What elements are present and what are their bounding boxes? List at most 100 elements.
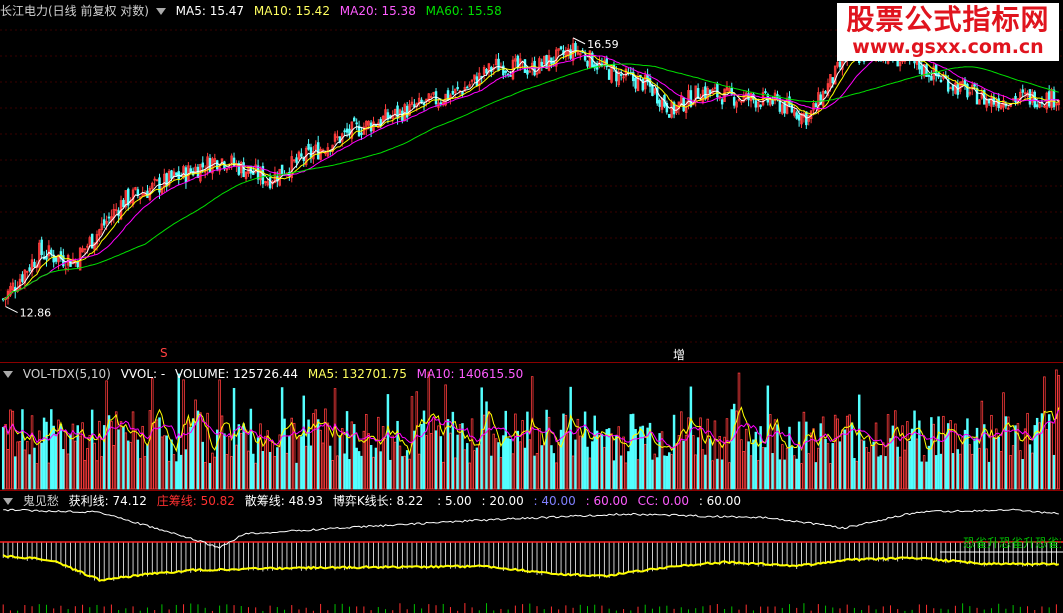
volume-bar	[983, 424, 986, 490]
volume-bar	[319, 429, 322, 490]
dropdown-triangle-icon[interactable]	[3, 371, 13, 378]
legend-ma20: MA20: 15.38	[339, 4, 416, 18]
ind-f6: : 20.00	[481, 494, 524, 508]
volume-bar	[30, 415, 34, 490]
candle-body	[333, 133, 337, 142]
volume-bar	[244, 429, 248, 490]
volume-bar	[425, 435, 428, 490]
volume-bar	[942, 415, 945, 490]
candle-body	[225, 168, 229, 171]
volume-bar	[16, 441, 19, 490]
candle-body	[720, 99, 724, 105]
volume-bar	[744, 428, 748, 490]
volume-bar	[752, 439, 755, 490]
volume-bar	[607, 428, 611, 490]
candle-body	[754, 100, 758, 108]
volume-bar	[740, 439, 743, 490]
volume-bar	[540, 445, 544, 490]
volume-bar	[564, 414, 568, 490]
volume-bar	[225, 454, 229, 490]
volume-bar	[408, 458, 411, 490]
volume-bar	[605, 429, 608, 490]
candle-body	[978, 99, 981, 105]
watermark-logo: 股票公式指标网 www.gsxx.com.cn	[837, 3, 1059, 61]
candle-body	[220, 158, 224, 164]
volume-bar	[932, 423, 936, 490]
price-chart[interactable]: 16.59 12.86	[0, 0, 1063, 363]
volume-bar	[102, 425, 106, 490]
volume-bar	[266, 430, 269, 490]
candle-body	[696, 88, 700, 100]
dropdown-triangle-icon[interactable]	[155, 8, 166, 15]
price-title: 长江电力(日线 前复权 对数)	[0, 4, 149, 18]
vol-title: VOL-TDX(5,10)	[22, 367, 111, 381]
volume-bar	[603, 447, 606, 490]
volume-bar	[348, 459, 351, 490]
ind-f5: : 5.00	[437, 494, 472, 508]
high-marker-line	[572, 37, 586, 45]
indicator-chart[interactable]	[0, 490, 1063, 613]
candle-body	[1014, 95, 1017, 103]
volume-bar	[143, 456, 147, 490]
volume-bar	[74, 440, 77, 490]
volume-bar	[934, 455, 938, 490]
volume-bar	[206, 412, 209, 490]
volume-bar	[627, 451, 630, 490]
candle-body	[114, 209, 118, 211]
volume-bar	[725, 418, 729, 490]
volume-bar	[610, 433, 613, 490]
candle-body	[653, 88, 657, 94]
volume-bar	[970, 453, 974, 490]
volume-bar	[694, 454, 697, 490]
volume-bar	[4, 424, 7, 490]
volume-bar	[805, 421, 808, 490]
volume-bar	[201, 441, 205, 490]
volume-bar	[793, 455, 796, 490]
volume-bar	[807, 453, 810, 490]
candle-body	[314, 144, 318, 150]
vol-ma10-line	[2, 409, 1060, 450]
candle-body	[651, 84, 654, 96]
volume-bar	[910, 428, 914, 490]
candle-body	[93, 242, 96, 251]
candle-body	[446, 90, 450, 101]
volume-bar	[417, 453, 421, 490]
vol-ma10: MA10: 140615.50	[416, 367, 524, 381]
low-marker-line	[5, 306, 18, 314]
candle-body	[297, 151, 301, 160]
pane-divider[interactable]	[0, 362, 1063, 363]
candle-body	[259, 168, 262, 181]
candle-body	[542, 55, 546, 64]
watermark-line1: 股票公式指标网	[846, 3, 1050, 36]
volume-bar	[499, 457, 503, 490]
volume-bar	[663, 455, 666, 490]
volume-pane[interactable]: VOL-TDX(5,10) VVOL: - VOLUME: 125726.44 …	[0, 363, 1063, 490]
volume-bar	[167, 460, 171, 490]
dropdown-triangle-icon[interactable]	[3, 498, 13, 505]
volume-bar	[398, 445, 402, 490]
volume-bar	[54, 434, 58, 490]
volume-chart[interactable]	[0, 363, 1063, 490]
candle-body	[665, 102, 669, 113]
volume-bar	[487, 411, 491, 490]
candle-body	[824, 91, 827, 94]
volume-bar	[783, 459, 786, 490]
volume-bar	[1055, 369, 1058, 490]
pane-divider[interactable]	[0, 490, 1063, 491]
volume-bar	[446, 419, 450, 490]
candle-body	[38, 242, 41, 268]
volume-bar	[788, 426, 791, 490]
volume-bar	[829, 463, 832, 490]
candle-body	[756, 101, 760, 108]
volume-bar	[867, 452, 871, 490]
volume-bar	[357, 451, 361, 490]
volume-bar	[797, 421, 801, 490]
volume-bar	[297, 436, 301, 490]
candle-body	[927, 74, 931, 77]
volume-bar	[78, 435, 82, 490]
volume-bar	[57, 419, 60, 490]
candle-body	[201, 162, 205, 168]
volume-bar	[915, 438, 919, 490]
indicator-pane[interactable]: 鬼见愁 获利线: 74.12 庄筹线: 50.82 散筹线: 48.93 博弈K…	[0, 490, 1063, 613]
price-pane[interactable]: 长江电力(日线 前复权 对数) MA5: 15.47 MA10: 15.42 M…	[0, 0, 1063, 363]
